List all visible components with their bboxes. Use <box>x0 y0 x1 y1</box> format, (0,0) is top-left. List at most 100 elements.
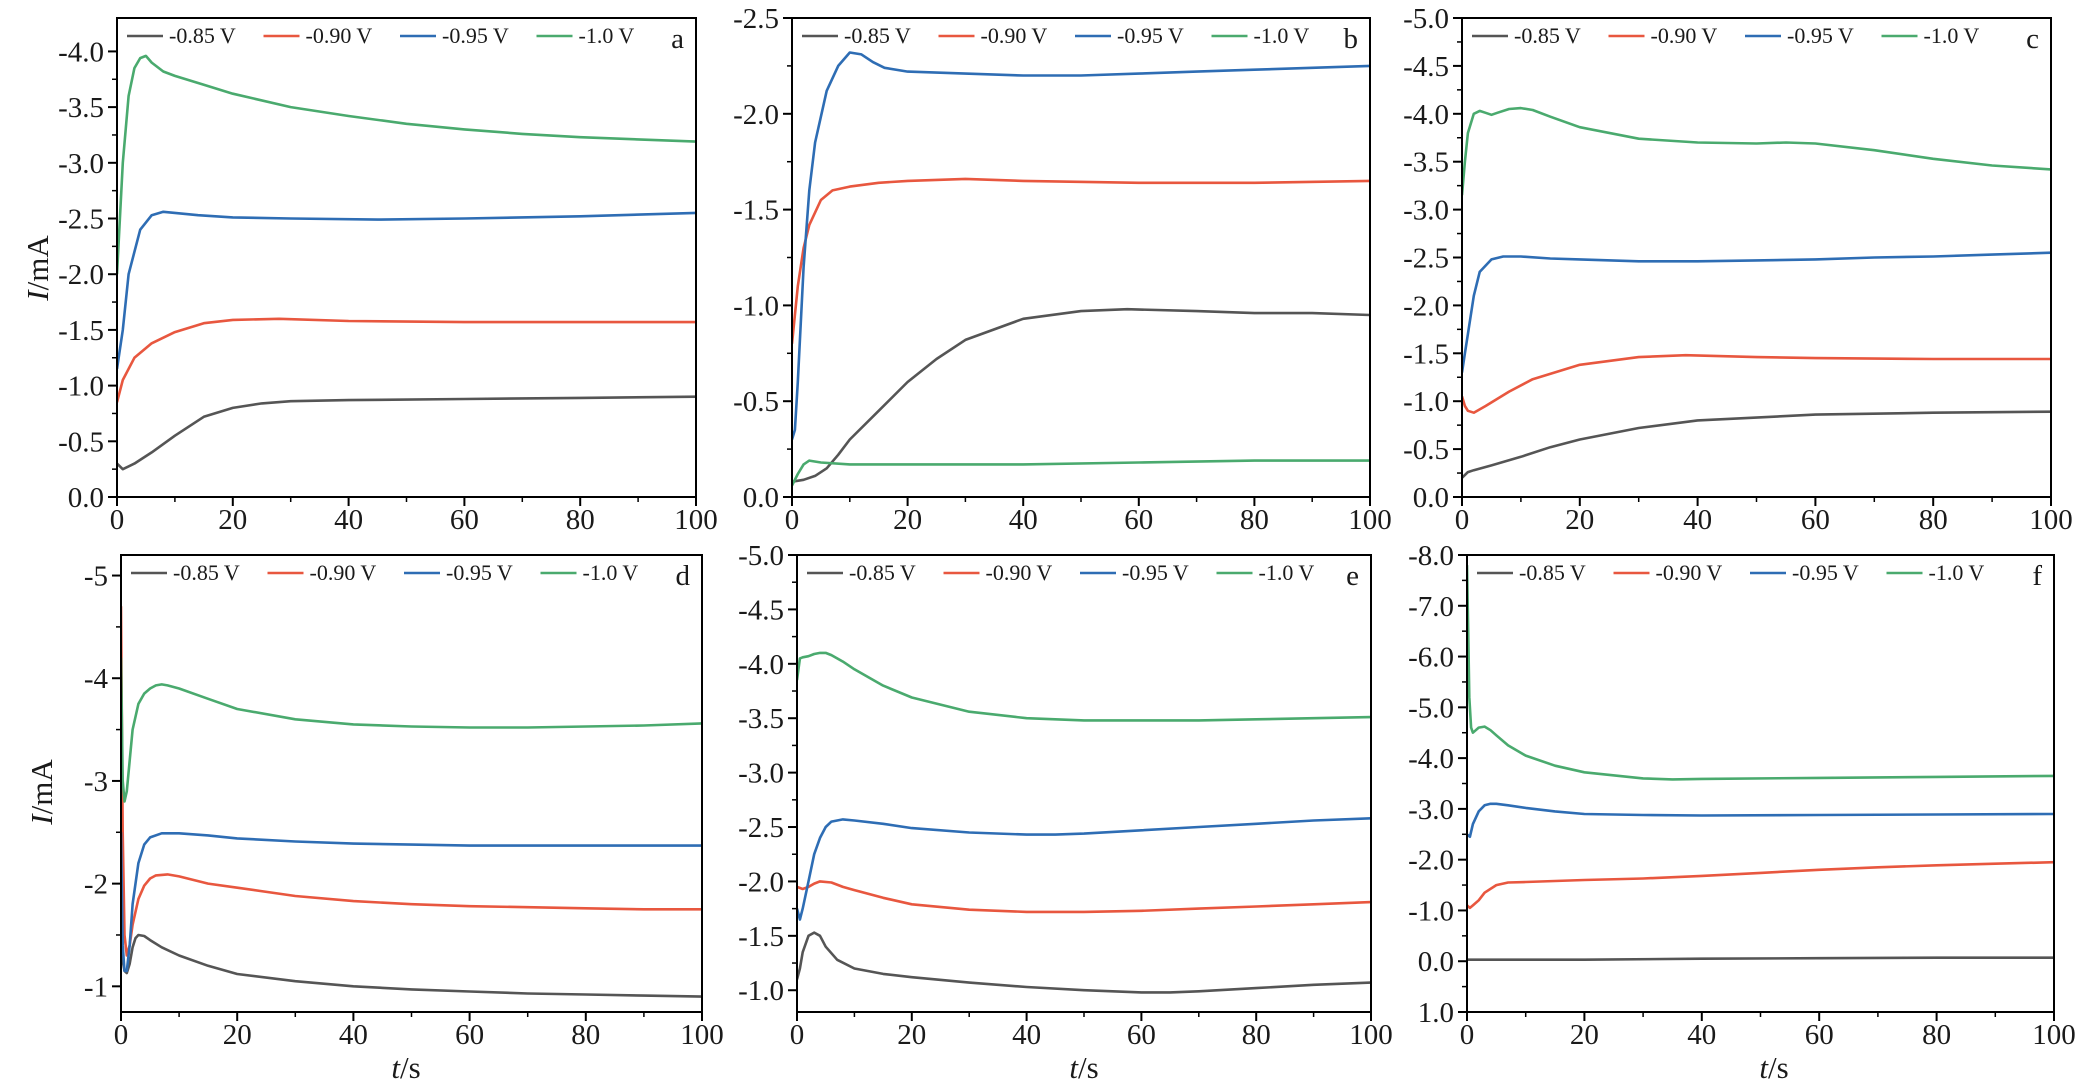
series-line-b-0 <box>792 307 1370 483</box>
panel-b: 0 20 40 60 80 100 0.0 -0.5 -1.0 -1.5 -2.0 -2.5 -0.85… <box>733 3 1392 536</box>
legend-label-d-2: -0.95 V <box>446 560 513 585</box>
x-tick-label-d-0: 0 <box>114 1019 129 1051</box>
y-tick-label-a-4: -2.0 <box>58 259 104 291</box>
x-tick-label-c-2: 40 <box>1683 504 1712 536</box>
series-line-a-3 <box>117 54 696 275</box>
x-tick-label-f-1: 20 <box>1570 1019 1599 1051</box>
legend-label-b-3: -1.0 V <box>1254 23 1310 48</box>
x-tick-label-b-5: 100 <box>1348 504 1392 536</box>
y-tick-label-b-0: 0.0 <box>743 482 779 514</box>
x-tick-label-e-5: 100 <box>1349 1019 1393 1051</box>
legend-label-d-0: -0.85 V <box>173 560 240 585</box>
x-tick-label-a-3: 60 <box>450 504 479 536</box>
y-tick-label-e-0: -1.0 <box>738 975 784 1007</box>
legend-label-c-3: -1.0 V <box>1924 23 1980 48</box>
y-tick-label-e-5: -3.5 <box>738 703 784 735</box>
y-tick-label-d-3: -4 <box>84 663 109 695</box>
legend-label-c-0: -0.85 V <box>1514 23 1581 48</box>
y-tick-label-c-5: -2.5 <box>1403 243 1449 275</box>
panel-letter-a: a <box>671 23 684 55</box>
y-tick-label-c-6: -3.0 <box>1403 195 1449 227</box>
y-tick-label-b-3: -1.5 <box>733 195 779 227</box>
x-tick-label-f-3: 60 <box>1805 1019 1834 1051</box>
legend-label-d-3: -1.0 V <box>583 560 639 585</box>
panel-letter-d: d <box>676 560 691 592</box>
x-tick-label-b-4: 80 <box>1240 504 1269 536</box>
legend-label-e-1: -0.90 V <box>986 560 1053 585</box>
y-tick-label-e-3: -2.5 <box>738 812 784 844</box>
panel-e: 0 20 40 60 80 100 -1.0 -1.5 -2.0 -2.5 -3.0 -3.5 -4.0… <box>738 540 1393 1051</box>
x-tick-label-e-4: 80 <box>1242 1019 1271 1051</box>
x-tick-label-a-4: 80 <box>566 504 595 536</box>
y-axis-title-bottom: I/mA <box>24 759 59 826</box>
y-tick-label-f-7: -6.0 <box>1408 642 1454 674</box>
legend-label-a-3: -1.0 V <box>579 23 635 48</box>
series-line-f-3 <box>1467 565 2054 781</box>
x-tick-label-c-5: 100 <box>2029 504 2073 536</box>
x-tick-label-b-1: 20 <box>893 504 922 536</box>
legend-label-c-1: -0.90 V <box>1651 23 1718 48</box>
y-tick-label-f-3: -2.0 <box>1408 845 1454 877</box>
panel-d: 0 20 40 60 80 100 -1 -2 -3 -4 -5 -0.85 V -0.90 V -0.9… <box>84 554 724 1051</box>
y-tick-label-c-0: 0.0 <box>1413 482 1449 514</box>
x-tick-label-e-2: 40 <box>1012 1019 1041 1051</box>
panel-f: 0 20 40 60 80 100 1.0 0.0 -1.0 -2.0 -3.0 -4.0 -5.0 -6… <box>1408 540 2076 1051</box>
x-tick-label-a-2: 40 <box>334 504 363 536</box>
x-tick-label-b-3: 60 <box>1124 504 1153 536</box>
y-tick-label-e-7: -4.5 <box>738 594 784 626</box>
y-tick-label-b-2: -1.0 <box>733 290 779 322</box>
legend-label-f-1: -0.90 V <box>1656 560 1723 585</box>
panels-layer: 0 20 40 60 80 100 0.0 -0.5 -1.0 -1.5 -2.0 -2.5 -3.0 -… <box>58 3 2076 1051</box>
y-tick-label-e-6: -4.0 <box>738 649 784 681</box>
y-tick-label-f-0: 1.0 <box>1418 997 1454 1029</box>
y-tick-label-f-1: 0.0 <box>1418 946 1454 978</box>
series-line-c-3 <box>1462 106 2051 196</box>
x-tick-label-e-0: 0 <box>790 1019 805 1051</box>
panel-letter-b: b <box>1344 23 1359 55</box>
y-tick-label-f-9: -8.0 <box>1408 540 1454 572</box>
y-axis-title-top: I/mA <box>20 235 55 302</box>
series-line-f-1 <box>1467 860 2054 910</box>
x-axis-title-d: t/s <box>391 1050 420 1085</box>
panel-c: 0 20 40 60 80 100 0.0 -0.5 -1.0 -1.5 -2.0 -2.5 -3.0 -… <box>1403 3 2073 536</box>
y-tick-label-c-8: -4.0 <box>1403 99 1449 131</box>
y-tick-label-f-5: -4.0 <box>1408 743 1454 775</box>
panel-a: 0 20 40 60 80 100 0.0 -0.5 -1.0 -1.5 -2.0 -2.5 -3.0 -… <box>58 17 718 536</box>
series-line-c-0 <box>1462 410 2051 479</box>
y-tick-label-a-0: 0.0 <box>68 482 104 514</box>
y-tick-label-c-10: -5.0 <box>1403 3 1449 35</box>
series-line-e-2 <box>797 817 1371 921</box>
y-tick-label-c-7: -3.5 <box>1403 147 1449 179</box>
series-line-a-1 <box>117 317 696 403</box>
series-line-e-1 <box>797 880 1371 914</box>
legend-label-c-2: -0.95 V <box>1787 23 1854 48</box>
x-tick-label-d-5: 100 <box>680 1019 724 1051</box>
series-line-d-2 <box>121 832 702 973</box>
y-tick-label-b-5: -2.5 <box>733 3 779 35</box>
y-tick-label-d-0: -1 <box>84 971 108 1003</box>
series-line-c-2 <box>1462 251 2051 373</box>
x-tick-label-e-1: 20 <box>897 1019 926 1051</box>
legend-label-e-3: -1.0 V <box>1259 560 1315 585</box>
series-line-a-0 <box>117 395 696 471</box>
y-tick-label-c-1: -0.5 <box>1403 434 1449 466</box>
y-tick-label-a-5: -2.5 <box>58 204 104 236</box>
series-line-d-3 <box>121 657 702 803</box>
panel-letter-c: c <box>2026 23 2039 55</box>
x-tick-label-a-5: 100 <box>674 504 718 536</box>
y-tick-label-c-3: -1.5 <box>1403 338 1449 370</box>
y-tick-label-d-2: -3 <box>84 766 108 798</box>
legend-label-d-1: -0.90 V <box>310 560 377 585</box>
x-tick-label-b-0: 0 <box>785 504 800 536</box>
series-line-a-2 <box>117 210 696 370</box>
x-tick-label-d-2: 40 <box>339 1019 368 1051</box>
series-line-b-3 <box>792 459 1370 487</box>
y-tick-label-f-2: -1.0 <box>1408 895 1454 927</box>
y-tick-label-d-4: -5 <box>84 561 108 593</box>
y-tick-label-f-8: -7.0 <box>1408 591 1454 623</box>
legend-label-a-2: -0.95 V <box>442 23 509 48</box>
x-tick-label-f-2: 40 <box>1687 1019 1716 1051</box>
y-tick-label-a-6: -3.0 <box>58 148 104 180</box>
y-tick-label-a-1: -0.5 <box>58 426 104 458</box>
